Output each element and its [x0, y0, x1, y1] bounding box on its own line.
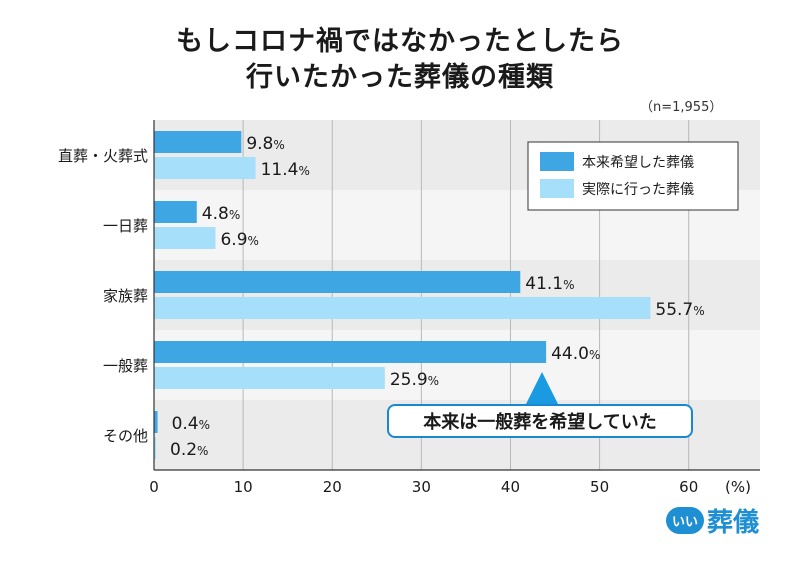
bar	[154, 271, 521, 293]
x-tick-label: 10	[234, 478, 253, 496]
brand-name: 葬儀	[707, 508, 760, 538]
legend-label: 本来希望した葬儀	[582, 155, 694, 171]
legend-label: 実際に行った葬儀	[582, 182, 694, 198]
bar	[154, 131, 242, 153]
data-label: 44.0%	[551, 344, 600, 364]
data-label-unit: %	[248, 234, 259, 248]
bar	[154, 411, 158, 433]
bar	[154, 341, 547, 363]
data-label-unit: %	[199, 418, 210, 432]
sample-size-note: （n=1,955）	[640, 100, 723, 115]
x-tick-label: 20	[323, 478, 342, 496]
data-label-unit: %	[589, 348, 600, 362]
data-label: 4.8%	[202, 204, 240, 224]
data-label-unit: %	[298, 164, 309, 178]
data-label: 9.8%	[246, 134, 284, 154]
chart-title-line1: もしコロナ禍ではなかったとしたら	[176, 26, 624, 57]
x-tick-label: 40	[501, 478, 520, 496]
x-tick-label: 30	[412, 478, 431, 496]
legend-swatch	[540, 152, 574, 171]
category-label: 直葬・火葬式	[58, 147, 148, 165]
data-label: 55.7%	[655, 300, 704, 320]
data-label: 11.4%	[261, 160, 310, 180]
bar	[154, 297, 651, 319]
data-label-unit: %	[693, 304, 704, 318]
bar	[154, 157, 256, 179]
data-label-unit: %	[428, 374, 439, 388]
annotation-callout: 本来は一般葬を希望していた	[387, 404, 693, 438]
data-label: 0.4%	[172, 414, 210, 434]
x-axis-unit: (%)	[725, 478, 751, 496]
data-label: 0.2%	[170, 440, 208, 460]
bar	[154, 227, 216, 249]
data-label: 41.1%	[525, 274, 574, 294]
data-label: 25.9%	[390, 370, 439, 390]
brand-badge: いい	[666, 507, 705, 534]
data-label-unit: %	[229, 208, 240, 222]
data-label-unit: %	[197, 444, 208, 458]
category-label: その他	[103, 427, 148, 445]
brand-logo: いい 葬儀	[666, 502, 759, 539]
bar	[154, 367, 385, 389]
bar	[154, 201, 197, 223]
category-label: 一般葬	[103, 357, 148, 375]
data-label-unit: %	[563, 278, 574, 292]
category-label: 一日葬	[103, 217, 148, 235]
bar	[154, 437, 156, 459]
legend-swatch	[540, 179, 574, 198]
chart-title-line2: 行いたかった葬儀の種類	[246, 62, 554, 93]
x-tick-label: 60	[679, 478, 698, 496]
data-label-unit: %	[273, 138, 284, 152]
data-label: 6.9%	[220, 230, 258, 250]
category-band	[154, 330, 760, 400]
x-tick-label: 0	[149, 478, 159, 496]
category-label: 家族葬	[103, 287, 148, 305]
callout-arrow	[526, 372, 558, 404]
x-tick-label: 50	[590, 478, 609, 496]
